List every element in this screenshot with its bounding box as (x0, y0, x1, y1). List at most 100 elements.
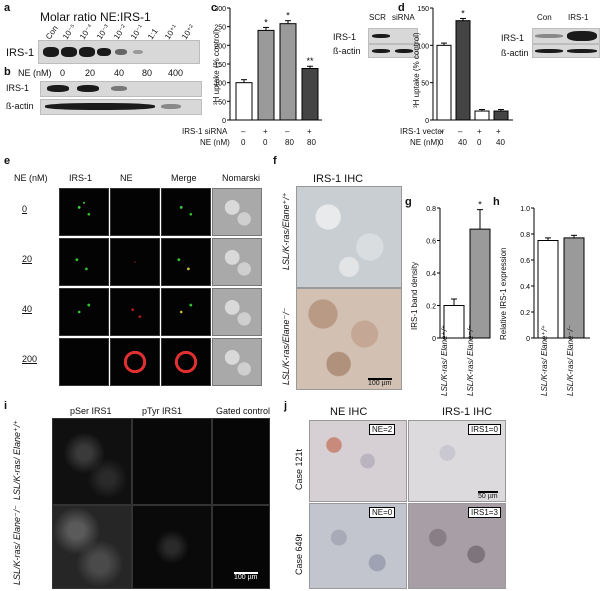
panel-a-row-label: IRS-1 (6, 47, 35, 59)
panel-c-row1-label: IRS-1 siRNA (182, 127, 228, 136)
panel-e-img-ne (110, 238, 160, 286)
panel-a-title: Molar ratio NE:IRS-1 (40, 10, 151, 24)
panel-b-blot-irs1 (40, 81, 202, 97)
bar (563, 237, 585, 339)
panel-e-img-irs1 (59, 238, 109, 286)
blot-band (115, 49, 127, 55)
panel-j-col-irs1: IRS-1 IHC (442, 406, 493, 418)
blot-band (133, 50, 143, 54)
panel-e-img-ne (110, 288, 160, 336)
panel-c-blot-row-actin: ß-actin (333, 46, 361, 56)
panel-j-img-irs1-649t (408, 503, 506, 589)
panel-d-blot-row-actin: ß-actin (501, 48, 529, 58)
blot-band (535, 34, 563, 38)
bar (235, 82, 253, 121)
significance-star: ** (306, 56, 314, 66)
panel-d-blot-actin (532, 44, 600, 58)
panel-i-scale-bar: 100 µm (234, 572, 258, 581)
y-tick-label: 100 (417, 43, 429, 50)
panel-e-row-label: 0 (22, 204, 28, 214)
panel-a-lane-label: 10⁻³ (95, 23, 112, 42)
panel-b-dose: 40 (114, 68, 125, 78)
bar (537, 240, 559, 339)
panel-a-lane-label: 10⁻² (112, 23, 129, 42)
blot-band (111, 86, 127, 91)
panel-j-img-irs1-121t (408, 420, 506, 502)
panel-e-img-merge (161, 238, 211, 286)
panel-h-ylabel: Relative IRS-1 expression (499, 247, 508, 340)
panel-e-column-label: Merge (171, 173, 197, 183)
condition-value: – (439, 127, 444, 136)
panel-e-column-label: IRS-1 (69, 173, 93, 183)
panel-d-row1-label: IRS-1 vector (400, 127, 445, 136)
blot-band (567, 31, 597, 41)
panel-e-row-label: 40 (22, 304, 33, 314)
blot-band (97, 48, 111, 56)
panel-d-blot-irs1 (532, 28, 600, 44)
panel-j-scale-bar: 50 µm (478, 491, 498, 500)
panel-d-chart: 0 50 100 150 * (417, 6, 513, 125)
panel-f-title: IRS-1 IHC (313, 173, 364, 185)
condition-value: + (477, 127, 482, 136)
panel-e-row-label: 20 (22, 254, 33, 264)
bar (469, 228, 491, 339)
panel-j-row-649t: Case 649t (294, 533, 304, 575)
condition-value: 0 (263, 138, 268, 147)
bar (436, 44, 452, 121)
y-tick-label: 0.4 (520, 284, 530, 291)
y-tick-label: 0 (526, 336, 530, 343)
blot-band (535, 49, 563, 53)
y-tick-label: 300 (214, 6, 226, 13)
panel-i-img-gated-wt (212, 418, 270, 505)
panel-j-score-ne-649t: NE=0 (369, 507, 396, 518)
panel-e-img-ne (110, 338, 160, 386)
panel-d-blot-col-con: Con (537, 13, 552, 22)
panel-c-blot-col-sirna: siRNA (392, 13, 415, 22)
panel-e-img-merge (161, 288, 211, 336)
blot-band (45, 103, 155, 110)
bar (257, 29, 275, 121)
panel-f-ihc-ko (296, 288, 402, 390)
panel-label-d: d (398, 2, 405, 14)
y-tick-label: 0.6 (520, 258, 530, 265)
panel-e-img-nomarski (212, 188, 262, 236)
blot-band (47, 85, 69, 92)
significance-star: * (478, 200, 482, 210)
panel-i-col-pser: pSer IRS1 (70, 406, 112, 416)
panel-h-cat-wt: LSL/K-ras/ Elane⁺/⁺ (540, 324, 549, 396)
blot-band (395, 49, 413, 53)
condition-value: 0 (439, 138, 444, 147)
panel-e-ne-label: NE (nM) (14, 173, 48, 183)
panel-f-ihc-wt (296, 186, 402, 288)
panel-label-c: c (211, 2, 218, 14)
panel-d-blot-col-irs1: IRS-1 (568, 13, 589, 22)
panel-i-img-ptyr-ko (132, 505, 212, 589)
panel-g-cat-wt: LSL/K-ras/ Elane⁺/⁺ (440, 324, 449, 396)
condition-value: + (263, 127, 268, 136)
panel-i-img-pser-ko (52, 505, 132, 589)
panel-e-img-irs1 (59, 288, 109, 336)
panel-j-img-ne-121t (309, 420, 407, 502)
panel-e-img-irs1 (59, 338, 109, 386)
y-tick-label: 0.6 (426, 239, 436, 246)
panel-b-blot-actin (40, 99, 202, 115)
panel-label-j: j (284, 400, 288, 412)
panel-b-row-irs1: IRS-1 (6, 83, 30, 93)
panel-j-score-irs1-121t: IRS1=0 (468, 424, 501, 435)
y-tick-label: 1.0 (520, 206, 530, 213)
panel-label-e: e (4, 155, 11, 167)
condition-value: + (496, 127, 501, 136)
panel-b-dose: 400 (168, 68, 184, 78)
panel-e-img-nomarski (212, 238, 262, 286)
panel-a-blot (38, 40, 200, 64)
y-tick-label: 150 (214, 62, 226, 69)
y-tick-label: 0 (222, 118, 226, 125)
panel-f-row-wt: LSL/K-ras/Elane⁺/⁺ (281, 192, 291, 270)
panel-c-blot-col-scr: SCR (369, 13, 386, 22)
panel-e-column-label: Nomarski (222, 173, 261, 183)
panel-b-dose: 80 (142, 68, 153, 78)
panel-i-img-pser-wt (52, 418, 132, 505)
y-tick-label: 50 (421, 81, 429, 88)
panel-label-g: g (405, 196, 412, 208)
significance-star: * (286, 11, 290, 21)
